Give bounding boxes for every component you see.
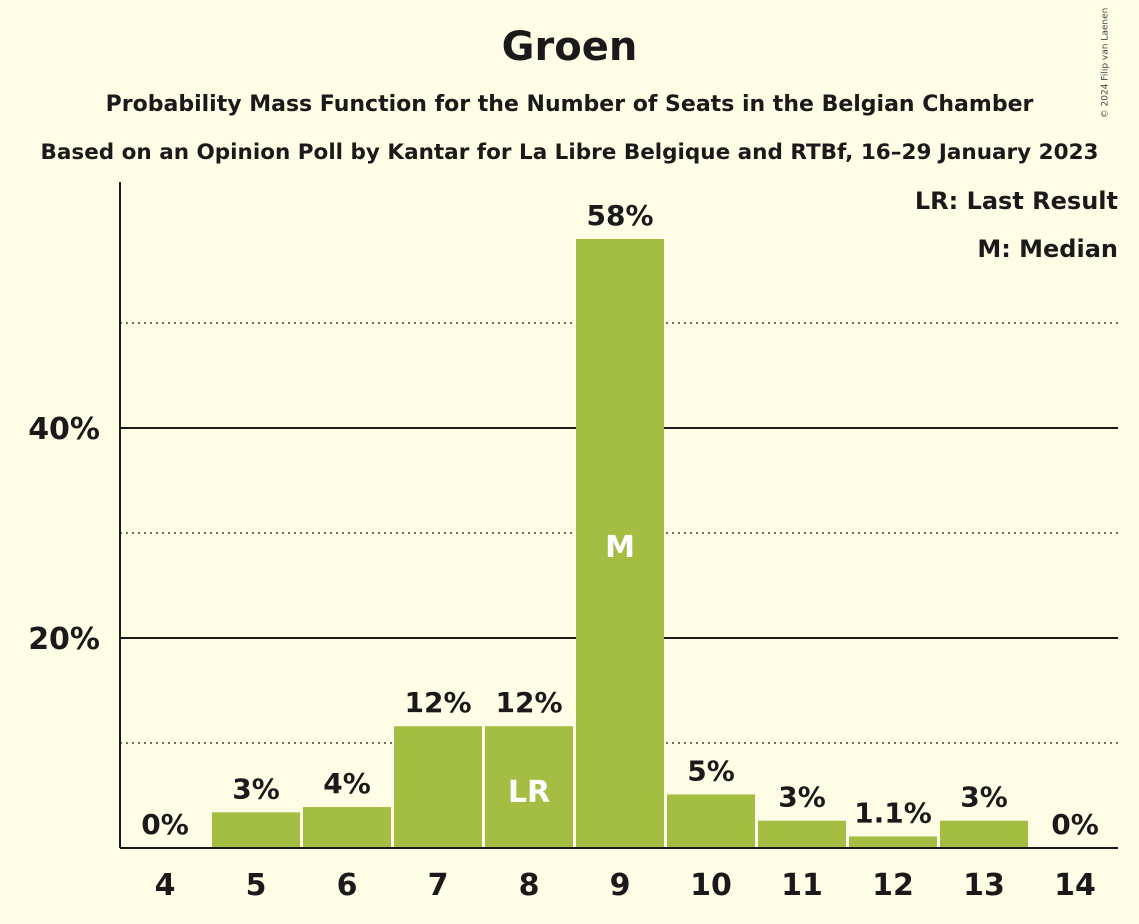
bars-group: 0% 3% 4% 12% 12% LR 58% M 5% 3% 1.1% 3% 0% <box>141 199 1099 848</box>
bar-label: 5% <box>687 754 735 787</box>
bar-label: 12% <box>495 686 562 719</box>
bar-label: 0% <box>1051 808 1099 841</box>
chart-source: Based on an Opinion Poll by Kantar for L… <box>40 140 1099 165</box>
bar <box>485 726 573 848</box>
y-tick-label: 40% <box>28 412 100 447</box>
bar <box>212 812 300 848</box>
bar-label: 12% <box>404 686 471 719</box>
x-tick-label: 4 <box>155 868 176 903</box>
bar-label: 3% <box>232 772 280 805</box>
legend-last-result: LR: Last Result <box>915 187 1118 215</box>
bar <box>303 807 391 848</box>
x-tick-label: 5 <box>246 868 267 903</box>
bar-label: 4% <box>323 767 371 800</box>
bar-label: 3% <box>960 781 1008 814</box>
bar-label: 58% <box>586 199 653 232</box>
bar <box>940 820 1028 848</box>
legend-median: M: Median <box>977 235 1118 263</box>
x-tick-label: 7 <box>428 868 449 903</box>
x-tick-label: 12 <box>872 868 914 903</box>
bar-marker-m: M <box>605 530 635 565</box>
x-tick-label: 11 <box>781 868 823 903</box>
bar-label: 3% <box>778 781 826 814</box>
x-tick-label: 10 <box>690 868 732 903</box>
x-tick-label: 14 <box>1054 868 1096 903</box>
bar <box>758 820 846 848</box>
bar-label: 0% <box>141 808 189 841</box>
x-tick-label: 13 <box>963 868 1005 903</box>
bar-label: 1.1% <box>854 796 932 829</box>
chart-subtitle: Probability Mass Function for the Number… <box>105 92 1034 117</box>
y-tick-label: 20% <box>28 622 100 657</box>
x-tick-label: 6 <box>337 868 358 903</box>
bar <box>394 726 482 848</box>
bar <box>849 836 937 848</box>
axes-group: 20% 40% 4 5 6 7 8 9 10 11 12 13 14 <box>28 182 1118 903</box>
bar <box>667 794 755 848</box>
x-tick-label: 8 <box>519 868 540 903</box>
bar <box>576 239 664 848</box>
bar-marker-lr: LR <box>508 775 550 810</box>
chart-title: Groen <box>501 24 638 70</box>
x-tick-label: 9 <box>610 868 631 903</box>
